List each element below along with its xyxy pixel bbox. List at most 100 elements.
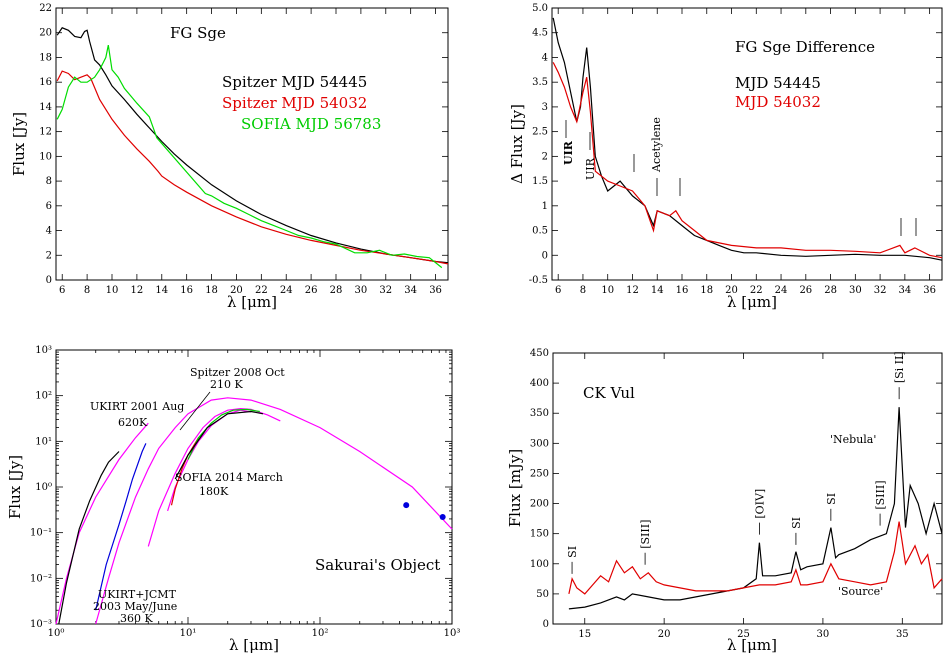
x-tick-label: 28 (824, 285, 837, 296)
x-axis-label: λ [μm] (727, 636, 777, 654)
series-line (58, 451, 120, 625)
line-label: [SIII] (639, 520, 652, 549)
x-tick-label: 28 (330, 285, 343, 296)
series-line (55, 422, 149, 625)
series-line (95, 397, 453, 625)
x-tick-label: 26 (305, 285, 318, 296)
annotation: 620K (118, 416, 148, 429)
y-tick-label: 2.5 (532, 127, 548, 138)
y-tick-label: 2 (46, 250, 52, 261)
x-tick-label: 35 (896, 629, 909, 640)
annotation: SOFIA 2014 March (175, 471, 283, 484)
y-tick-label: 10² (35, 391, 52, 402)
x-tick-label: 10 (106, 285, 119, 296)
y-axis-label: Flux [Jy] (10, 112, 28, 176)
series-line (56, 44, 443, 269)
y-tick-label: 0.5 (532, 226, 548, 237)
line-label: SI (790, 517, 803, 529)
x-tick-label: 18 (205, 285, 218, 296)
y-tick-label: 200 (530, 499, 549, 510)
x-tick-label: 36 (429, 285, 442, 296)
panel-difference: 6 8 10 12 14 16 18 20 22 24 26 28 30 32 34 36-0.500.511… (508, 3, 943, 311)
y-tick-label: 3.5 (532, 77, 548, 88)
x-tick-label: 22 (750, 285, 763, 296)
annotation: Spitzer 2008 Oct (190, 366, 285, 379)
data-point (439, 514, 446, 521)
y-tick-label: 300 (530, 438, 549, 449)
x-tick-label: 36 (923, 285, 936, 296)
x-tick-label: 30 (355, 285, 368, 296)
y-tick-label: 100 (530, 559, 549, 570)
y-tick-label: 10¹ (35, 436, 52, 447)
series-line (174, 410, 264, 480)
y-tick-label: 400 (530, 378, 549, 389)
x-tick-label: 24 (775, 285, 788, 296)
x-tick-label: 8 (84, 285, 90, 296)
x-tick-label: 10 (601, 285, 614, 296)
y-tick-label: 20 (39, 28, 52, 39)
annotation: UKIRT 2001 Aug (90, 400, 184, 413)
x-tick-label: 32 (379, 285, 392, 296)
annotation: 210 K (210, 378, 243, 391)
x-axis-label: λ [μm] (229, 636, 279, 654)
annotation-uir: UIR (562, 140, 575, 165)
y-tick-label: 1.5 (532, 176, 548, 187)
y-tick-label: 6 (46, 201, 52, 212)
x-tick-label: 20 (725, 285, 738, 296)
x-tick-label: 18 (700, 285, 713, 296)
legend-entry: SOFIA MJD 56783 (241, 115, 381, 133)
x-tick-label: 30 (849, 285, 862, 296)
series-line (568, 407, 943, 610)
y-tick-label: 50 (536, 589, 549, 600)
x-tick-label: 34 (404, 285, 417, 296)
y-tick-label: 1 (542, 201, 548, 212)
series-line (552, 62, 943, 259)
y-tick-label: 350 (530, 408, 549, 419)
x-tick-label: 6 (59, 285, 65, 296)
y-tick-label: 3 (542, 102, 548, 113)
x-tick-label: 24 (280, 285, 293, 296)
line-label: SI (825, 493, 838, 505)
x-tick-label: 16 (180, 285, 193, 296)
series-line (568, 521, 943, 595)
y-tick-label: 8 (46, 176, 52, 187)
label-nebula: 'Nebula' (830, 433, 876, 446)
data-point (403, 502, 410, 509)
y-tick-label: 10⁻² (30, 573, 52, 584)
panel-title: FG Sge (170, 24, 226, 42)
x-tick-label: 8 (580, 285, 586, 296)
x-tick-label: 12 (131, 285, 144, 296)
line-label: [Si II] (893, 351, 906, 383)
y-tick-label: 250 (530, 468, 549, 479)
y-tick-label: 2 (542, 151, 548, 162)
legend-entry: Spitzer MJD 54445 (222, 73, 367, 91)
y-tick-label: 4 (46, 226, 52, 237)
line-label: [OIV] (753, 489, 766, 519)
y-tick-label: 0 (542, 250, 548, 261)
y-tick-label: 18 (39, 52, 52, 63)
line-label: SI (566, 546, 579, 558)
y-axis-label: Flux [Jy] (6, 455, 24, 519)
x-tick-label: 16 (676, 285, 689, 296)
label-source: 'Source' (838, 585, 883, 598)
x-tick-label: 14 (651, 285, 664, 296)
annotation: 360 K (120, 612, 153, 625)
annotation-uir: UIR (584, 157, 597, 180)
y-tick-label: 12 (39, 127, 52, 138)
plot-frame (552, 352, 943, 625)
annotation-pointer (179, 391, 211, 431)
annotation: UKIRT+JCMT (98, 588, 177, 601)
y-tick-label: 14 (39, 102, 52, 113)
plot-frame (55, 349, 453, 625)
y-tick-label: 4.5 (532, 28, 548, 39)
plot-frame (551, 7, 943, 281)
y-tick-label: 10³ (35, 345, 52, 356)
y-tick-label: 450 (530, 348, 549, 359)
annotation-acetylene: Acetylene (650, 117, 663, 173)
x-tick-label: 20 (658, 629, 671, 640)
y-tick-label: 0 (46, 275, 52, 286)
annotation: 2003 May/June (93, 600, 177, 613)
series-line (56, 70, 449, 265)
